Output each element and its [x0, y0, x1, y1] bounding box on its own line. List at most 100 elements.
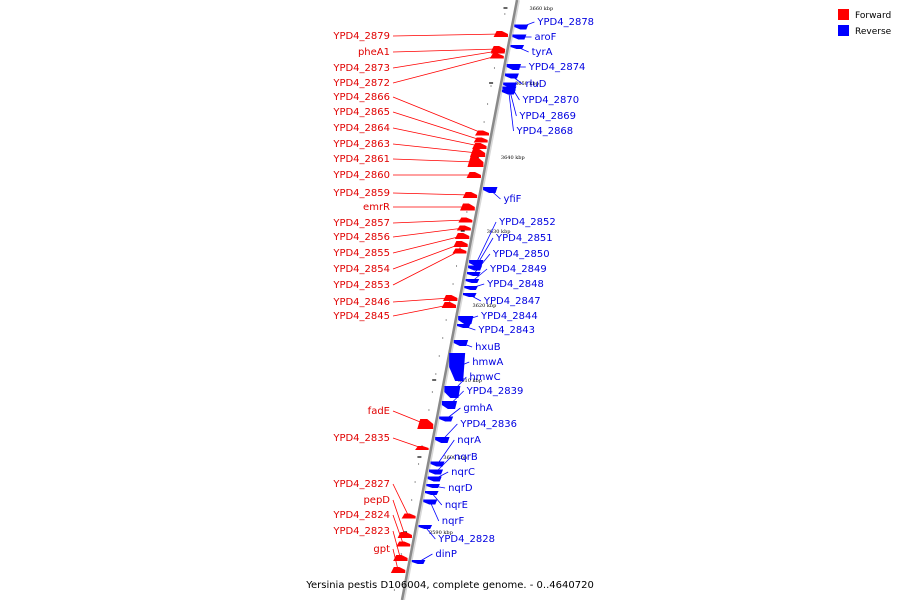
gene-label-YPD4_2849: YPD4_2849: [489, 264, 547, 275]
tick-label: 3630 kbp: [487, 229, 511, 235]
tick-label: 3640 kbp: [501, 155, 525, 161]
connector-YPD4_2861: [392, 158, 476, 163]
gene-label-nqrA: nqrA: [457, 435, 481, 446]
connector-pepD: [392, 499, 406, 536]
gene-label-nqrC: nqrC: [451, 467, 475, 478]
gene-feature-rluD: [504, 73, 519, 79]
gene-label-YPD4_2848: YPD4_2848: [486, 279, 544, 290]
connector-YPD4_2856: [392, 227, 464, 238]
gene-label-YPD4_2851: YPD4_2851: [495, 233, 553, 244]
gene-feature-fadE: [417, 419, 434, 429]
gene-feature-YPD4_2879: [493, 31, 508, 37]
gene-label-aroF: aroF: [535, 32, 557, 43]
gene-label-YPD4_2843: YPD4_2843: [477, 325, 535, 336]
gene-labels: YPD4_2879 pheA1 YPD4_2873 YPD4_2872 YPD4_286…: [332, 17, 594, 560]
gene-label-YPD4_2857: YPD4_2857: [332, 218, 390, 229]
connector-YPD4_2864: [392, 127, 480, 147]
gene-feature-nqrB: [429, 469, 444, 475]
gene-label-YPD4_2869: YPD4_2869: [518, 111, 576, 122]
genome-caption: Yersinia pestis D106004, complete genome…: [305, 580, 594, 591]
gene-feature-nqrD: [426, 484, 440, 488]
gene-feature-pepD: [397, 532, 412, 538]
gene-label-YPD4_2853: YPD4_2853: [332, 280, 390, 291]
connector-YPD4_2879: [392, 33, 501, 37]
genome-backbone: [400, 0, 520, 600]
gene-label-YPD4_2865: YPD4_2865: [332, 107, 390, 118]
connector-YPD4_2846: [392, 297, 451, 303]
gene-feature-gpt: [390, 567, 406, 573]
gene-feature-YPD4_2866: [475, 130, 490, 136]
gene-feature-gmhA: [439, 416, 454, 422]
gene-feature-nqrC: [427, 476, 442, 482]
gene-label-YPD4_2874: YPD4_2874: [528, 62, 586, 73]
gene-feature-YPD4_2855: [454, 233, 470, 239]
connector-YPD4_2853: [392, 250, 460, 286]
gene-feature-YPD4_2859: [462, 192, 478, 198]
gene-label-pepD: pepD: [363, 495, 390, 506]
tick-label: 3650 kbp: [515, 81, 539, 87]
gene-feature-YPD4_2860: [466, 172, 481, 178]
gene-label-YPD4_2863: YPD4_2863: [332, 139, 390, 150]
connector-YPD4_2824: [392, 514, 404, 545]
gene-label-pheA1: pheA1: [358, 47, 390, 58]
gene-label-YPD4_2827: YPD4_2827: [332, 479, 390, 490]
gene-features: [390, 24, 529, 573]
gene-feature-YPD4_2843: [457, 324, 471, 328]
gene-label-YPD4_2828: YPD4_2828: [437, 534, 495, 545]
gene-feature-YPD4_2850: [466, 272, 481, 276]
connector-YPD4_2859: [392, 192, 470, 196]
gene-label-YPD4_2854: YPD4_2854: [332, 264, 390, 275]
gene-feature-YPD4_2844: [458, 316, 474, 324]
gene-label-YPD4_2855: YPD4_2855: [332, 248, 390, 259]
gene-feature-YPD4_2849: [465, 279, 480, 283]
gene-feature-YPD4_2861: [467, 157, 484, 167]
gene-label-YPD4_2847: YPD4_2847: [483, 296, 541, 307]
legend-reverse-label: Reverse: [855, 27, 892, 37]
gene-label-YPD4_2856: YPD4_2856: [332, 232, 390, 243]
gene-feature-emrR: [460, 203, 475, 211]
gene-feature-YPD4_2874: [506, 64, 522, 70]
connector-YPD4_2855: [392, 235, 463, 254]
gene-label-rluD: rluD: [526, 79, 547, 90]
connector-YPD4_2823: [392, 530, 401, 559]
gene-feature-YPD4_2852: [469, 260, 484, 266]
gene-feature-YPD4_2828: [418, 525, 433, 529]
connector-YPD4_2866: [392, 96, 483, 134]
gene-label-YPD4_2836: YPD4_2836: [459, 419, 517, 430]
gene-feature-tyrA: [510, 45, 525, 49]
connector-YPD4_2872: [392, 55, 497, 84]
connector-YPD4_2873: [392, 50, 498, 69]
legend-reverse-swatch: [838, 25, 849, 36]
gene-feature-aroF: [512, 34, 527, 40]
gene-label-YPD4_2850: YPD4_2850: [492, 249, 550, 260]
connector-YPD4_2835: [392, 437, 422, 449]
legend-forward-label: Forward: [855, 11, 891, 21]
gene-label-YPD4_2844: YPD4_2844: [480, 311, 538, 322]
gene-label-hxuB: hxuB: [475, 342, 501, 353]
tick-label: 3590 kbp: [429, 530, 453, 536]
gene-label-emrR: emrR: [363, 202, 390, 213]
gene-label-nqrE: nqrE: [445, 500, 468, 511]
gene-label-YPD4_2864: YPD4_2864: [332, 123, 390, 134]
gene-feature-yfiF: [483, 187, 498, 193]
connector-pheA1: [392, 48, 498, 53]
gene-feature-nqrF: [423, 499, 438, 505]
gene-feature-nqrE: [425, 491, 439, 495]
gene-feature-YPD4_2856: [456, 225, 471, 231]
backbone-line: [400, 0, 519, 600]
gene-feature-YPD4_2854: [453, 241, 468, 247]
legend: Forward Reverse: [838, 9, 892, 37]
gene-label-dinP: dinP: [435, 549, 457, 560]
gene-feature-YPD4_2870: [503, 82, 518, 88]
gene-feature-YPD4_2864: [472, 143, 487, 149]
gene-label-YPD4_2868: YPD4_2868: [516, 126, 574, 137]
gene-feature-YPD4_2851: [468, 265, 483, 271]
connector-YPD4_2854: [392, 243, 461, 270]
tick-label: 3660 kbp: [529, 6, 553, 12]
gene-feature-YPD4_2847: [462, 293, 477, 297]
gene-label-nqrF: nqrF: [442, 516, 465, 527]
gene-label-yfiF: yfiF: [503, 194, 521, 205]
gene-label-YPD4_2860: YPD4_2860: [332, 170, 390, 181]
gene-label-nqrD: nqrD: [448, 483, 473, 494]
